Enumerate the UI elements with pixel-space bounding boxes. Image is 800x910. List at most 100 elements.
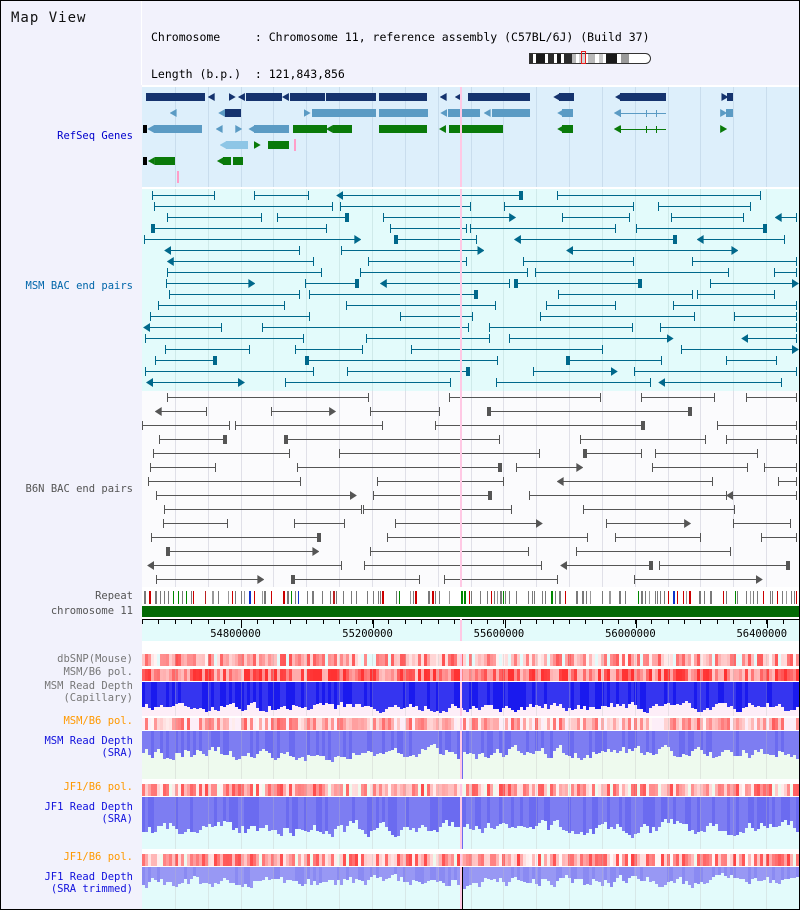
read-depth-bar[interactable]: [490, 797, 493, 828]
heatmap-cell[interactable]: [394, 654, 397, 666]
heatmap-cell[interactable]: [499, 784, 502, 796]
read-depth-bar[interactable]: [367, 682, 370, 706]
heatmap-cell[interactable]: [610, 718, 613, 730]
heatmap-cell[interactable]: [205, 784, 208, 796]
read-depth-bar[interactable]: [763, 731, 766, 754]
heatmap-cell[interactable]: [238, 654, 241, 666]
read-depth-bar[interactable]: [613, 797, 616, 829]
read-depth-bar[interactable]: [358, 867, 361, 880]
heatmap-cell[interactable]: [601, 654, 604, 666]
bac-arrow-left-icon[interactable]: [336, 191, 344, 200]
read-depth-bar[interactable]: [439, 797, 442, 827]
read-depth-bar[interactable]: [712, 731, 715, 758]
read-depth-bar[interactable]: [226, 682, 229, 705]
read-depth-bar[interactable]: [436, 867, 439, 882]
read-depth-bar[interactable]: [142, 731, 145, 753]
heatmap-cell[interactable]: [760, 654, 763, 666]
heatmap-cell[interactable]: [658, 854, 661, 866]
read-depth-bar[interactable]: [154, 867, 157, 880]
bac-pair-line[interactable]: [745, 397, 796, 398]
heatmap-cell[interactable]: [208, 718, 211, 730]
heatmap-cell[interactable]: [214, 718, 217, 730]
heatmap-cell[interactable]: [223, 654, 226, 666]
read-depth-bar[interactable]: [166, 682, 169, 707]
read-depth-bar[interactable]: [373, 867, 376, 875]
heatmap-cell[interactable]: [766, 784, 769, 796]
heatmap-cell[interactable]: [280, 718, 283, 730]
heatmap-cell[interactable]: [355, 669, 358, 681]
heatmap-cell[interactable]: [637, 654, 640, 666]
heatmap-cell[interactable]: [664, 784, 667, 796]
read-depth-bar[interactable]: [544, 867, 547, 879]
bac-pair-line[interactable]: [562, 217, 629, 218]
heatmap-cell[interactable]: [340, 784, 343, 796]
heatmap-cell[interactable]: [688, 718, 691, 730]
read-depth-bar[interactable]: [196, 797, 199, 833]
heatmap-cell[interactable]: [670, 784, 673, 796]
read-depth-bar[interactable]: [259, 797, 262, 828]
heatmap-cell[interactable]: [160, 654, 163, 666]
heatmap-cell[interactable]: [346, 718, 349, 730]
read-depth-bar[interactable]: [565, 867, 568, 875]
read-depth-bar[interactable]: [625, 867, 628, 883]
heatmap-cell[interactable]: [508, 854, 511, 866]
read-depth-bar[interactable]: [394, 682, 397, 705]
read-depth-bar[interactable]: [142, 682, 145, 707]
heatmap-cell[interactable]: [202, 854, 205, 866]
read-depth-bar[interactable]: [283, 731, 286, 754]
heatmap-cell[interactable]: [691, 784, 694, 796]
read-depth-bar[interactable]: [658, 682, 661, 706]
bac-pair-line[interactable]: [563, 565, 652, 566]
heatmap-cell[interactable]: [232, 654, 235, 666]
heatmap-cell[interactable]: [379, 784, 382, 796]
read-depth-bar[interactable]: [643, 797, 646, 824]
read-depth-bar[interactable]: [757, 867, 760, 881]
heatmap-cell[interactable]: [403, 654, 406, 666]
read-depth-bar[interactable]: [154, 797, 157, 832]
read-depth-bar[interactable]: [571, 797, 574, 831]
heatmap-cell[interactable]: [343, 654, 346, 666]
heatmap-cell[interactable]: [259, 669, 262, 681]
heatmap-cell[interactable]: [667, 669, 670, 681]
bac-pair-line[interactable]: [777, 217, 796, 218]
heatmap-cell[interactable]: [637, 854, 640, 866]
read-depth-bar[interactable]: [679, 797, 682, 823]
heatmap-cell[interactable]: [211, 854, 214, 866]
read-depth-bar[interactable]: [211, 731, 214, 747]
heatmap-cell[interactable]: [646, 854, 649, 866]
read-depth-bar[interactable]: [709, 867, 712, 880]
read-depth-bar[interactable]: [523, 797, 526, 827]
heatmap-cell[interactable]: [337, 718, 340, 730]
read-depth-bar[interactable]: [469, 731, 472, 753]
read-depth-bar[interactable]: [334, 731, 337, 757]
read-depth-bar[interactable]: [760, 867, 763, 881]
heatmap-cell[interactable]: [715, 669, 718, 681]
heatmap-cell[interactable]: [631, 654, 634, 666]
heatmap-cell[interactable]: [766, 854, 769, 866]
read-depth-bar[interactable]: [721, 682, 724, 703]
heatmap-cell[interactable]: [757, 784, 760, 796]
read-depth-bar[interactable]: [547, 797, 550, 830]
read-depth-bar[interactable]: [625, 731, 628, 753]
read-depth-bar[interactable]: [340, 867, 343, 885]
heatmap-cell[interactable]: [391, 669, 394, 681]
read-depth-bar[interactable]: [760, 797, 763, 823]
heatmap-cell[interactable]: [712, 854, 715, 866]
read-depth-bar[interactable]: [757, 682, 760, 706]
heatmap-cell[interactable]: [316, 669, 319, 681]
heatmap-cell[interactable]: [169, 654, 172, 666]
heatmap-cell[interactable]: [193, 784, 196, 796]
read-depth-bar[interactable]: [355, 867, 358, 879]
heatmap-cell[interactable]: [616, 718, 619, 730]
heatmap-cell[interactable]: [748, 654, 751, 666]
heatmap-cell[interactable]: [559, 784, 562, 796]
read-depth-bar[interactable]: [685, 867, 688, 881]
heatmap-cell[interactable]: [235, 654, 238, 666]
read-depth-bar[interactable]: [316, 682, 319, 704]
heatmap-cell[interactable]: [166, 718, 169, 730]
heatmap-cell[interactable]: [241, 854, 244, 866]
read-depth-bar[interactable]: [574, 797, 577, 834]
heatmap-cell[interactable]: [616, 669, 619, 681]
read-depth-bar[interactable]: [607, 682, 610, 707]
heatmap-cell[interactable]: [784, 854, 787, 866]
